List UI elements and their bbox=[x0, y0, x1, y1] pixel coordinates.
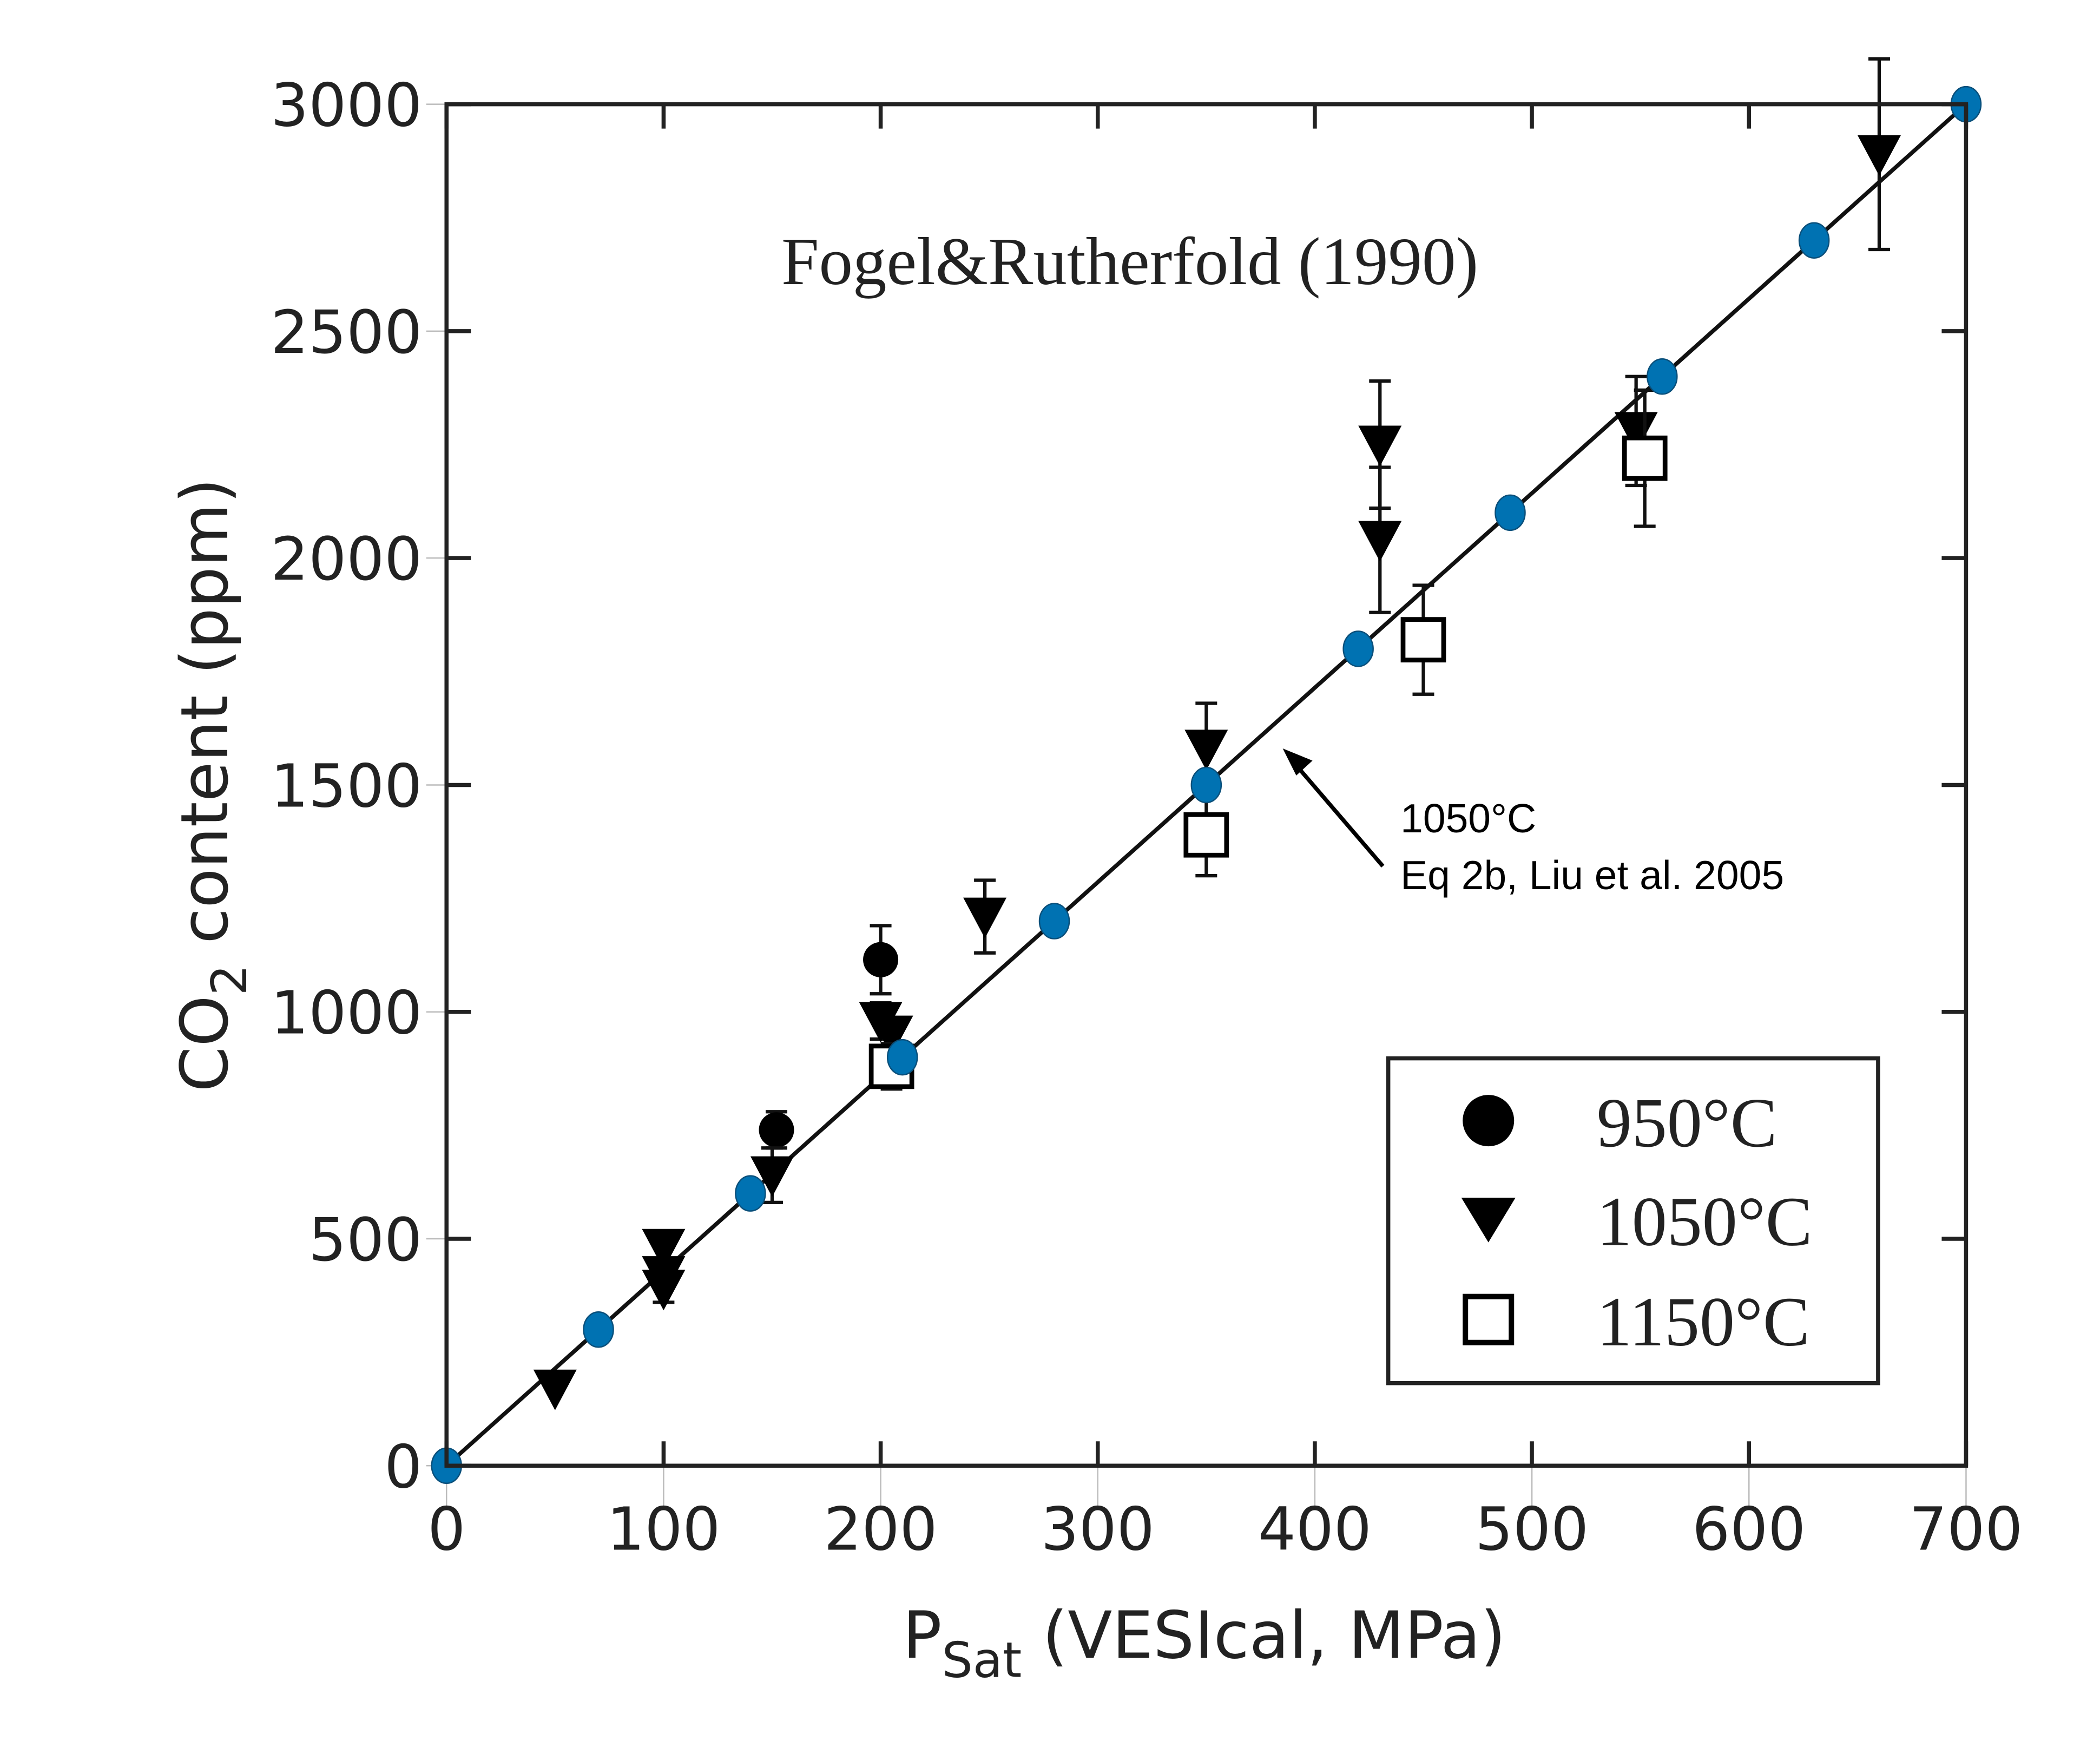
x-tick-label: 700 bbox=[1909, 1494, 2023, 1564]
point-1050c bbox=[1184, 730, 1228, 771]
vesical-point bbox=[1798, 222, 1830, 259]
x-tick-label: 100 bbox=[607, 1494, 720, 1564]
x-tick-label: 500 bbox=[1475, 1494, 1589, 1564]
legend-marker-950 bbox=[1463, 1095, 1515, 1147]
vesical-point bbox=[1038, 903, 1070, 940]
legend-label-1150: 1150°C bbox=[1597, 1283, 1810, 1361]
point-1050c bbox=[533, 1369, 577, 1410]
point-1050c bbox=[642, 1270, 686, 1311]
x-tick-label: 400 bbox=[1258, 1494, 1372, 1564]
legend-label-1050: 1050°C bbox=[1597, 1183, 1813, 1261]
point-1050c bbox=[1358, 425, 1402, 467]
arrow-head-icon bbox=[1282, 748, 1313, 776]
point-1150c bbox=[1400, 617, 1446, 663]
y-tick-label: 2000 bbox=[271, 524, 422, 594]
vesical-point bbox=[1342, 630, 1374, 667]
point-1050c bbox=[750, 1156, 794, 1197]
vesical-point bbox=[886, 1039, 918, 1076]
point-1050c bbox=[963, 897, 1007, 938]
vesical-point bbox=[583, 1311, 614, 1348]
point-1050c bbox=[1358, 521, 1402, 562]
y-axis-label: CO2 content (ppm) bbox=[168, 478, 258, 1092]
legend-label-950: 950°C bbox=[1597, 1084, 1778, 1162]
vesical-point bbox=[735, 1175, 766, 1212]
legend-marker-1150 bbox=[1463, 1293, 1515, 1345]
annotation-line2: Eq 2b, Liu et al. 2005 bbox=[1400, 852, 1784, 898]
vesical-point bbox=[1495, 494, 1526, 531]
x-tick-label: 0 bbox=[427, 1494, 465, 1564]
point-1050c bbox=[1614, 412, 1658, 453]
point-1050c bbox=[870, 1015, 913, 1056]
legend-marker-1050 bbox=[1461, 1198, 1516, 1243]
vesical-point bbox=[1190, 766, 1222, 804]
point-950c bbox=[759, 1112, 794, 1148]
y-tick-label: 1500 bbox=[271, 751, 422, 820]
legend: 950°C 1050°C 1150°C bbox=[1386, 1056, 1880, 1385]
point-1050c bbox=[642, 1229, 686, 1270]
y-tick-label: 500 bbox=[308, 1205, 422, 1275]
annotation: 1050°C Eq 2b, Liu et al. 2005 bbox=[1282, 748, 1784, 898]
point-1150c bbox=[1183, 812, 1229, 858]
x-tick-label: 600 bbox=[1692, 1494, 1806, 1564]
point-950c bbox=[863, 942, 899, 977]
y-tick-label: 0 bbox=[384, 1432, 422, 1501]
x-tick-label: 200 bbox=[824, 1494, 938, 1564]
chart-title: Fogel&Rutherfold (1990) bbox=[781, 225, 1478, 299]
x-axis-label: PSat (VESIcal, MPa) bbox=[903, 1598, 1506, 1689]
point-1150c bbox=[1622, 435, 1668, 481]
x-tick-label: 300 bbox=[1041, 1494, 1155, 1564]
annotation-arrow bbox=[1291, 759, 1385, 868]
y-tick-label: 2500 bbox=[271, 298, 422, 367]
y-tick-label: 1000 bbox=[271, 978, 422, 1048]
point-1050c bbox=[1857, 135, 1901, 176]
vesical-point bbox=[1647, 358, 1678, 395]
annotation-line1: 1050°C bbox=[1400, 796, 1536, 841]
y-tick-label: 3000 bbox=[271, 71, 422, 140]
